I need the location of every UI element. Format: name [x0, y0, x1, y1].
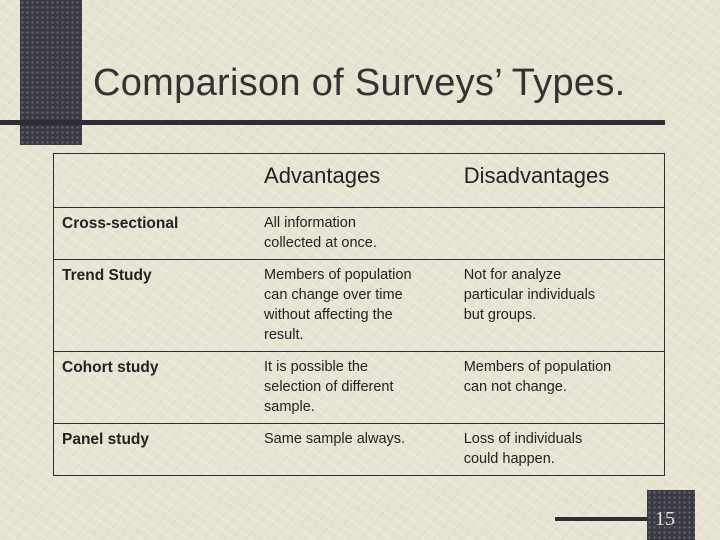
table-row: Cohort study It is possible the selection… — [53, 351, 665, 424]
header-cell — [53, 153, 254, 208]
header-cell: Advantages — [253, 153, 458, 208]
title-rule — [0, 120, 665, 125]
row-label: Cohort study — [53, 351, 254, 424]
table-cell: It is possible the selection of differen… — [253, 351, 458, 424]
table-cell: Same sample always. — [253, 423, 458, 476]
table-row: Panel study Same sample always. Loss of in… — [53, 423, 665, 476]
table-cell: Loss of individuals could happen. — [457, 423, 665, 476]
table-cell: Members of population can not change. — [457, 351, 665, 424]
page-number: 15 — [655, 508, 675, 530]
row-label: Trend Study — [53, 259, 254, 352]
header-cell: Disadvantages — [457, 153, 665, 208]
row-label: Panel study — [53, 423, 254, 476]
table-cell — [457, 207, 665, 260]
row-label: Cross-sectional — [53, 207, 254, 260]
decor-square — [647, 490, 695, 540]
header-row: Advantages Disadvantages — [53, 153, 665, 208]
slide-title: Comparison of Surveys’ Types. — [93, 62, 626, 104]
table-cell: All information collected at once. — [253, 207, 458, 260]
table-row: Trend Study Members of population can cha… — [53, 259, 665, 352]
table-cell: Members of population can change over ti… — [253, 259, 458, 352]
table-cell: Not for analyze particular individuals b… — [457, 259, 665, 352]
table-row: Cross-sectional All information collected… — [53, 207, 665, 260]
comparison-table: Advantages Disadvantages Cross-sectional A… — [53, 153, 665, 476]
footer-rule — [555, 517, 647, 521]
